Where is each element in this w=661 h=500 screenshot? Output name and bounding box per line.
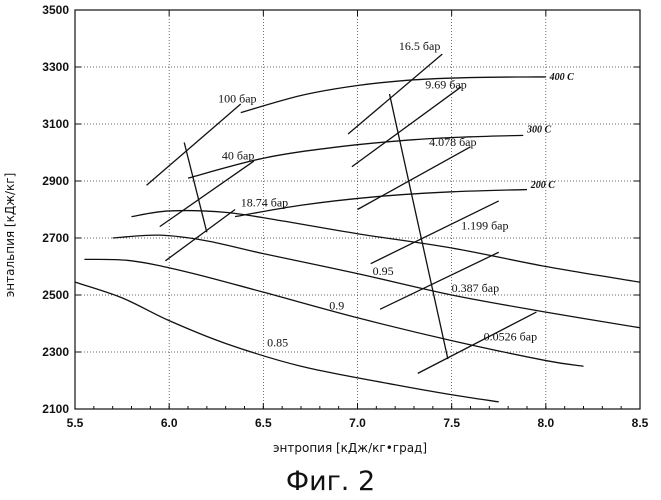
series-line-quality — [113, 235, 640, 328]
pressure-label: 0.387 бар — [452, 281, 499, 295]
curve-labels: 400 C 300 C 200 C 0.95 0.9 0.85 16.5 бар 100 ба… — [218, 39, 574, 349]
isotherm-label: 400 C — [549, 72, 575, 83]
y-tick-label: 2100 — [42, 402, 69, 416]
series-line-quality — [84, 259, 583, 366]
expansion-line — [390, 94, 448, 359]
quality-label: 0.95 — [373, 264, 394, 278]
isotherm-label: 200 C — [530, 180, 556, 191]
x-tick-label: 8.0 — [537, 416, 554, 430]
figure-caption: Фиг. 2 — [0, 466, 661, 497]
pressure-label: 1.199 бар — [461, 218, 508, 232]
y-tick-label: 2900 — [42, 174, 69, 188]
x-axis-title: энтропия [кДж/кг•град] — [273, 441, 427, 455]
pressure-label: 0.0526 бар — [484, 330, 537, 344]
isotherm-label: 300 C — [526, 125, 552, 136]
y-tick-label: 2300 — [42, 345, 69, 359]
series-line-isotherm — [241, 77, 546, 113]
x-tick-label: 6.0 — [161, 416, 178, 430]
pressure-line — [165, 210, 235, 261]
y-tick-label: 2500 — [42, 288, 69, 302]
pressure-label: 9.69 бар — [425, 77, 466, 91]
pressure-line — [358, 147, 471, 210]
pressure-label: 40 бар — [222, 149, 254, 163]
pressure-line — [160, 161, 254, 227]
x-tick-label: 6.5 — [255, 416, 272, 430]
y-axis-title: энтальпия [кДж/кг] — [3, 173, 17, 298]
y-tick-label: 2700 — [42, 231, 69, 245]
x-tick-label: 7.5 — [443, 416, 460, 430]
pressure-label: 18.74 бар — [241, 196, 288, 210]
x-tick-label: 8.5 — [632, 416, 649, 430]
expansion-line — [184, 143, 207, 233]
pressure-label: 16.5 бар — [399, 39, 440, 53]
y-tick-label: 3300 — [42, 60, 69, 74]
y-tick-label: 3500 — [42, 3, 69, 17]
pressure-line — [147, 104, 241, 185]
pressure-line — [352, 87, 461, 167]
quality-label: 0.9 — [329, 298, 344, 312]
pressure-label: 100 бар — [218, 92, 256, 106]
chart-svg: 400 C 300 C 200 C 0.95 0.9 0.85 16.5 бар 100 ба… — [0, 0, 661, 470]
quality-label: 0.85 — [267, 335, 288, 349]
y-tick-label: 3100 — [42, 117, 69, 131]
x-tick-label: 7.0 — [349, 416, 366, 430]
x-tick-label: 5.5 — [67, 416, 84, 430]
pressure-label: 4.078 бар — [429, 135, 476, 149]
